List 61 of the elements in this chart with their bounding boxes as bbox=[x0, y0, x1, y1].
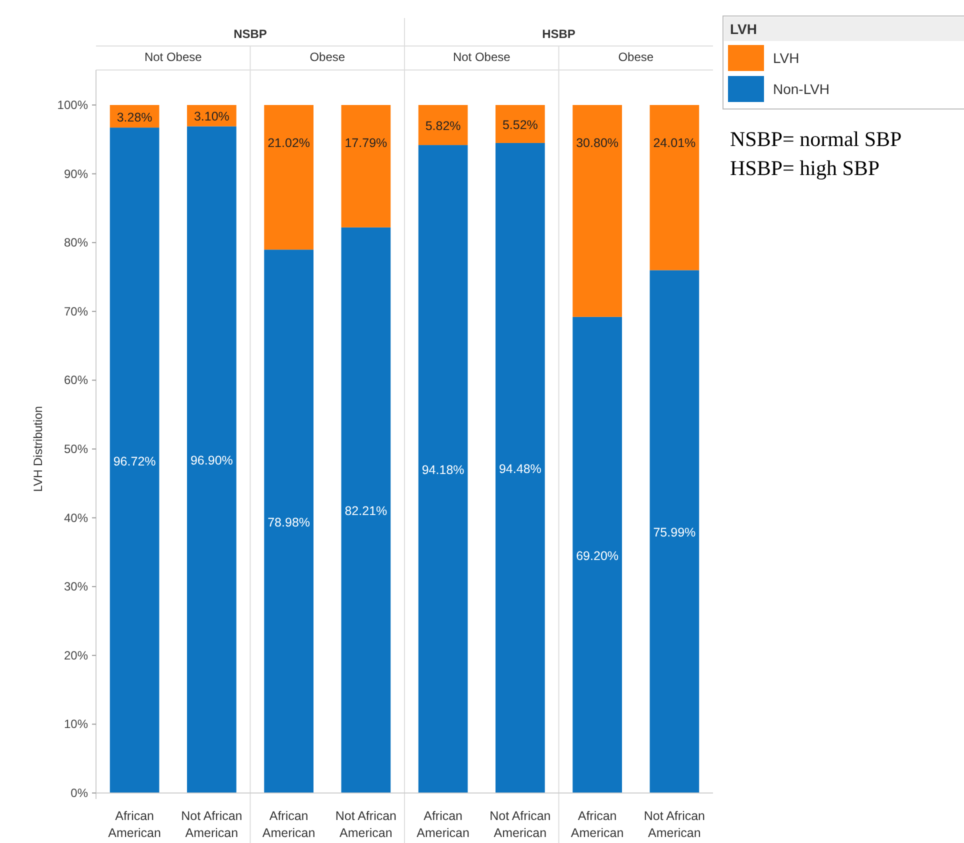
x-tick-label: Not African American bbox=[644, 809, 706, 840]
text: Obese bbox=[310, 50, 346, 64]
y-axis-title: LVH Distribution bbox=[31, 406, 45, 492]
data-label: 3.28% bbox=[116, 110, 152, 124]
bar bbox=[264, 105, 314, 250]
bar bbox=[418, 145, 468, 793]
data-label: 21.02% bbox=[268, 136, 310, 150]
y-tick-label: 10% bbox=[64, 717, 88, 732]
bar bbox=[496, 105, 545, 143]
text: HSBP bbox=[542, 27, 576, 41]
data-label: 94.18% bbox=[422, 463, 464, 478]
y-tick-label: 40% bbox=[64, 510, 88, 525]
legend-label: LVH bbox=[773, 50, 800, 66]
y-tick-label: 100% bbox=[57, 98, 88, 112]
bar bbox=[496, 142, 545, 793]
bar bbox=[341, 227, 391, 793]
data-label: 82.21% bbox=[344, 504, 388, 518]
y-tick-label: 80% bbox=[64, 236, 88, 250]
y-tick-label: 0% bbox=[70, 786, 88, 800]
x-tick-label: Not African American bbox=[490, 809, 551, 840]
bar bbox=[572, 316, 622, 793]
text: NSBP bbox=[234, 27, 267, 41]
text: Not Obese bbox=[144, 50, 202, 64]
data-label: 3.10% bbox=[194, 110, 230, 124]
text: Not Obese bbox=[452, 50, 511, 64]
x-tick-label: Not African American bbox=[335, 809, 397, 840]
data-label: 17.79% bbox=[344, 136, 388, 150]
x-tick-label: Not African American bbox=[181, 809, 242, 840]
data-label: 5.82% bbox=[425, 119, 461, 134]
bar bbox=[650, 270, 700, 793]
data-label: 5.52% bbox=[502, 118, 538, 132]
x-tick-label: African American bbox=[262, 809, 316, 840]
text: HSBP= high SBP bbox=[730, 156, 880, 180]
bar bbox=[418, 105, 468, 146]
data-label: 24.01% bbox=[653, 136, 696, 150]
text: Obese bbox=[618, 50, 654, 64]
data-label: 30.80% bbox=[576, 136, 619, 150]
y-tick-label: 60% bbox=[64, 373, 88, 388]
legend-label: Non-LVH bbox=[773, 81, 830, 97]
y-tick-label: 30% bbox=[64, 580, 88, 594]
bar bbox=[572, 105, 622, 317]
data-label: 69.20% bbox=[576, 548, 619, 563]
x-tick-label: African American bbox=[570, 809, 624, 840]
text: NSBP= normal SBP bbox=[730, 127, 902, 151]
y-tick-label: 70% bbox=[64, 304, 88, 318]
x-tick-label: African American bbox=[416, 809, 470, 840]
bar bbox=[187, 126, 236, 793]
y-tick-label: 20% bbox=[64, 648, 88, 662]
data-label: 96.90% bbox=[190, 454, 233, 468]
y-tick-label: 90% bbox=[64, 166, 88, 181]
x-tick-label: African American bbox=[108, 809, 162, 840]
bar bbox=[110, 128, 160, 793]
data-label: 78.98% bbox=[268, 515, 310, 530]
legend-title: LVH bbox=[730, 21, 757, 37]
y-tick-label: 50% bbox=[64, 442, 88, 456]
data-label: 96.72% bbox=[113, 454, 156, 468]
bar bbox=[341, 105, 391, 228]
data-label: 75.99% bbox=[653, 526, 696, 540]
bar bbox=[650, 105, 700, 270]
bar bbox=[264, 250, 314, 793]
data-label: 94.48% bbox=[498, 462, 542, 476]
